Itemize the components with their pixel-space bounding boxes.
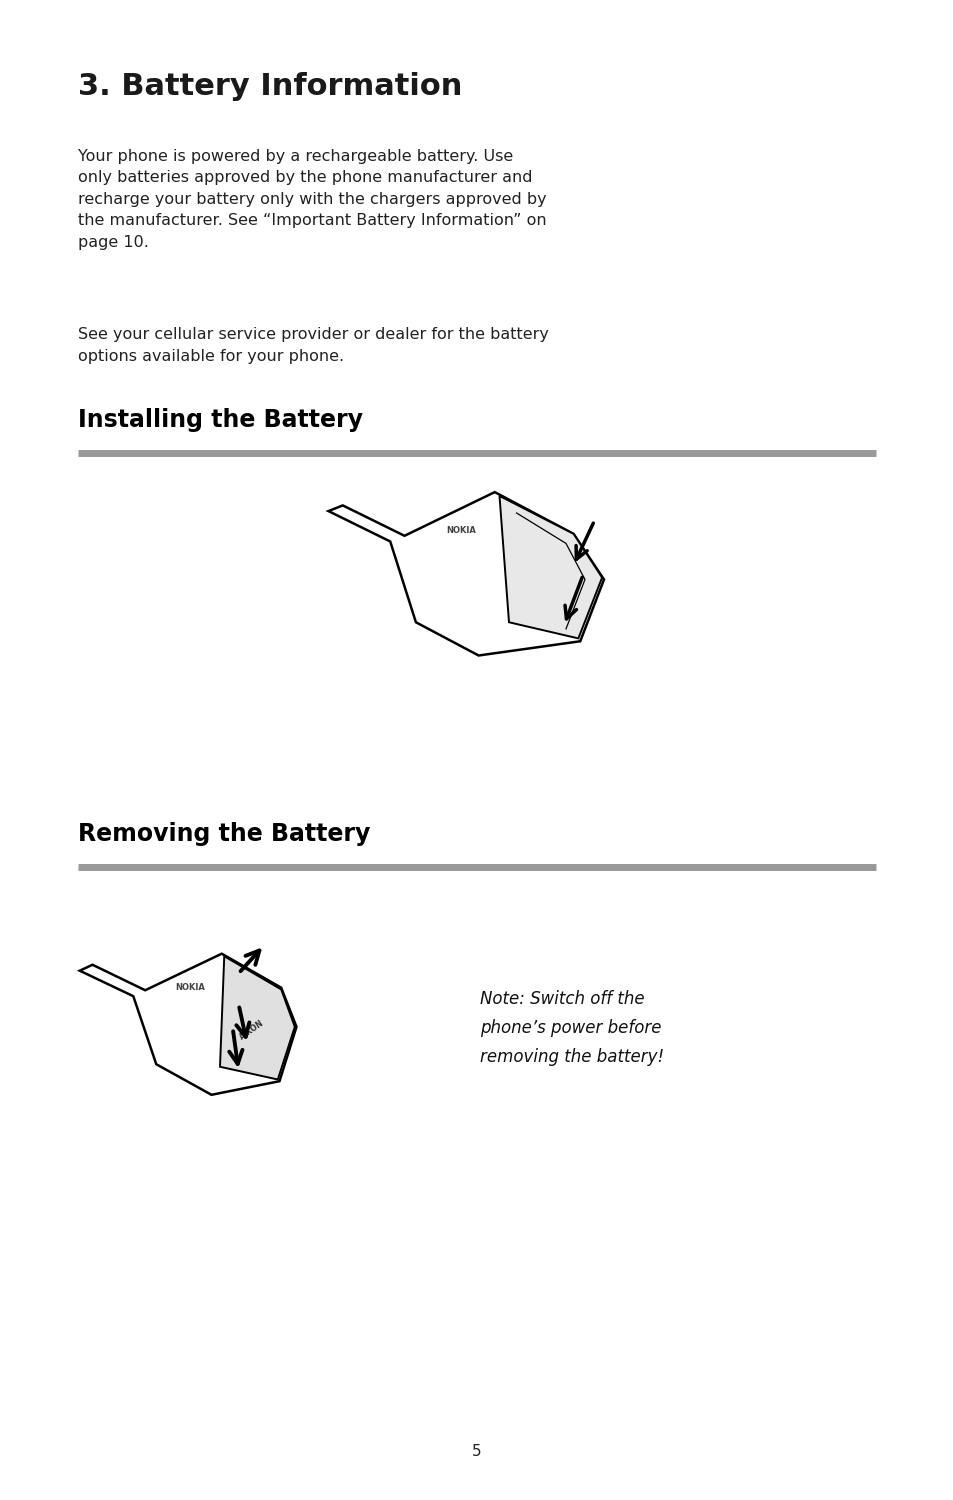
Text: Removing the Battery: Removing the Battery [78,822,370,846]
Polygon shape [328,492,603,656]
Text: See your cellular service provider or dealer for the battery
options available f: See your cellular service provider or de… [78,327,549,363]
Polygon shape [499,496,601,639]
Polygon shape [80,954,296,1095]
Text: Your phone is powered by a rechargeable battery. Use
only batteries approved by : Your phone is powered by a rechargeable … [78,148,546,250]
Text: 5: 5 [472,1444,481,1460]
Text: Installing the Battery: Installing the Battery [78,408,363,432]
Text: AIKОN: AIKОN [238,1019,266,1042]
Polygon shape [220,957,294,1080]
Text: NOKIA: NOKIA [175,982,205,992]
Text: 3. Battery Information: 3. Battery Information [78,72,462,100]
Text: Note: Switch off the
phone’s power before
removing the battery!: Note: Switch off the phone’s power befor… [479,990,663,1066]
Text: NOKIA: NOKIA [446,525,476,534]
